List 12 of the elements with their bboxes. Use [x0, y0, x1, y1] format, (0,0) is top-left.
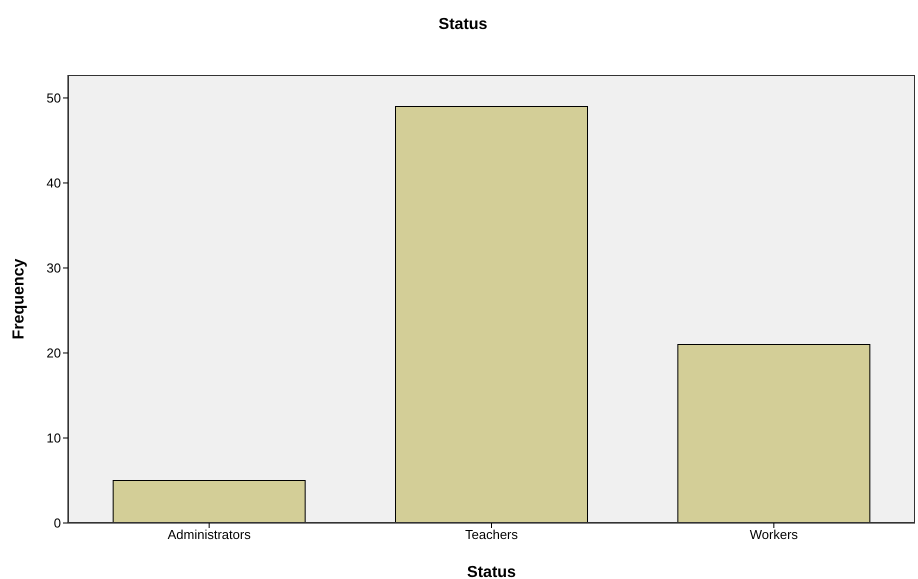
- x-tick-label: Administrators: [168, 527, 252, 542]
- y-axis-title: Frequency: [10, 258, 28, 340]
- y-tick-label: 30: [46, 260, 61, 276]
- y-tick-label: 50: [46, 90, 61, 106]
- y-tick-label: 20: [46, 346, 61, 361]
- x-tick-label: Teachers: [465, 527, 518, 542]
- x-tick-label: Workers: [750, 527, 798, 542]
- y-tick-label: 40: [46, 176, 61, 191]
- y-tick-label: 0: [54, 516, 61, 531]
- x-axis-title: Status: [467, 564, 516, 579]
- y-tick-label: 10: [46, 430, 61, 446]
- chart-title: Status: [438, 16, 488, 34]
